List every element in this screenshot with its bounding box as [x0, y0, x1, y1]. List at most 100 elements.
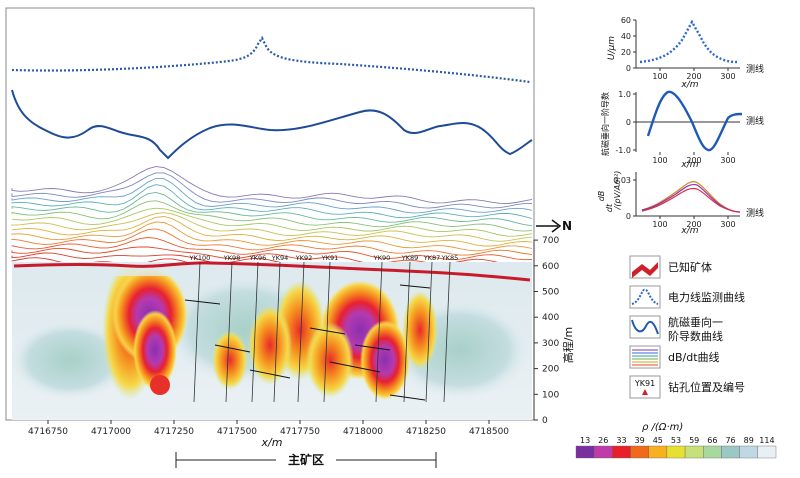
inset-u-y-ticks: 0 20 40 60: [621, 16, 636, 73]
db-dt-line: [11, 172, 533, 209]
drillhole-label: YK89: [401, 254, 419, 262]
drillhole-label: YK91: [321, 254, 339, 262]
inset-x-tick-label: 100: [652, 156, 667, 165]
power-line-curve: [11, 35, 531, 84]
inset-deriv-line-label: 测线: [746, 115, 764, 127]
x-tick-label: 4717500: [217, 427, 257, 437]
colorbar-tick-label: 26: [598, 436, 608, 445]
inset-y-tick-label: 0: [626, 118, 631, 127]
drillhole-trace: [403, 261, 411, 403]
db-dt-line: [11, 216, 533, 247]
inset-x-tick-label: 200: [686, 156, 701, 165]
legend-label-orebody: 已知矿体: [668, 260, 712, 274]
inset-db-x-ticks: 100 200 300: [652, 216, 736, 229]
db-dt-line: [11, 177, 533, 214]
inset-x-tick-label: 300: [720, 156, 735, 165]
colorbar-swatch: [630, 445, 649, 459]
legend-label-dbdt: dB/dt曲线: [668, 350, 720, 364]
elev-tick-label: 400: [542, 313, 559, 323]
colorbar-swatch: [757, 445, 777, 459]
x-tick-label: 4717250: [154, 427, 194, 437]
drillhole-icon-text: YK91: [634, 379, 655, 388]
colorbar-tick-label: 66: [707, 436, 717, 445]
drillhole-trace: [443, 261, 451, 403]
x-tick-label: 4717000: [91, 427, 131, 437]
inset-y-tick-label: 60: [621, 16, 631, 25]
elev-tick-label: 700: [542, 236, 559, 246]
db-dt-line: [11, 200, 533, 232]
colorbar-tick-label: 76: [725, 436, 735, 445]
colorbar: [575, 445, 777, 459]
db-dt-line: [11, 166, 533, 204]
colorbar-tick-label: 33: [616, 436, 626, 445]
db-dt-line: [11, 184, 533, 219]
inset-x-tick-label: 100: [652, 72, 667, 81]
inset-y-tick-label: 20: [621, 48, 631, 57]
inset-db-line-label: 测线: [746, 207, 764, 219]
colorbar-swatch: [721, 445, 740, 459]
inset-db-ylabel-a: dB: [597, 191, 606, 202]
drillhole-trace: [193, 261, 201, 403]
inset-y-tick-label: 40: [621, 32, 631, 41]
inset-deriv-x-ticks: 100 200 300: [652, 152, 736, 165]
x-axis-ticks: 4716750 4717000 4717250 4717500 4717750 47180…: [28, 420, 509, 437]
drillhole-trace: [273, 261, 281, 403]
inset-deriv-chart: [635, 90, 743, 152]
db-dt-line: [11, 212, 533, 242]
inset-y-tick-label: -1.0: [615, 146, 631, 155]
elev-tick-label: 0: [542, 416, 548, 426]
drillhole-label: YK98: [223, 254, 241, 262]
drillhole-label: YK96: [249, 254, 267, 262]
orebody-segments: [184, 284, 431, 401]
main-area-label: 主矿区: [288, 452, 324, 467]
north-arrow: [536, 219, 562, 233]
inset-u-chart: [635, 19, 740, 69]
resistivity-anomalies: [10, 260, 532, 400]
inset-x-tick-label: 300: [720, 220, 735, 229]
inset-x-tick-label: 300: [720, 72, 735, 81]
colorbar-swatch: [684, 445, 704, 459]
x-tick-label: 4718250: [406, 427, 446, 437]
colorbar-tick-label: 13: [580, 436, 590, 445]
legend-label-deriv-2: 阶导数曲线: [668, 329, 723, 343]
inset-u-x-ticks: 100 200 300: [652, 68, 736, 81]
inset-db-ylabel-b: dt: [605, 203, 614, 212]
colorbar-tick-label: 53: [671, 436, 681, 445]
drillhole-trace: [225, 261, 233, 403]
known-orebody-line: [13, 261, 531, 282]
inset-x-tick-label: 200: [686, 220, 701, 229]
colorbar-ticks: 13 26 33 39 45 53 59 66 76 89 114: [580, 436, 775, 445]
drillhole-label: YK87: [423, 254, 441, 262]
colorbar-swatch: [739, 445, 759, 459]
dotted-curve-icon: [629, 285, 661, 309]
drillhole-label: YK90: [373, 254, 391, 262]
inset-x-tick-label: 100: [652, 220, 667, 229]
x-tick-label: 4716750: [28, 427, 68, 437]
x-tick-label: 4718500: [469, 427, 509, 437]
main-area-bracket: [175, 452, 437, 468]
inset-x-tick-label: 200: [686, 72, 701, 81]
elev-tick-label: 500: [542, 288, 559, 298]
legend-label-power: 电力线监测曲线: [668, 290, 745, 304]
drillhole-label: YK92: [295, 254, 313, 262]
colorbar-tick-label: 45: [653, 436, 663, 445]
inset-deriv-y-ticks: 1.0 0 -1.0: [615, 90, 636, 155]
elevation-axis-label: 高程/m: [561, 327, 575, 363]
inset-deriv-xlabel: x/m: [680, 160, 698, 170]
db-dt-line: [11, 191, 533, 227]
drillhole-trace: [375, 261, 383, 403]
colorbar-swatch: [703, 445, 722, 459]
x-tick-label: 4717750: [280, 427, 320, 437]
colorbar-tick-label: 39: [635, 436, 645, 445]
legend-label-deriv-1: 航磁垂向一: [668, 315, 723, 329]
inset-deriv-ylabel: 航磁垂向一阶导数: [600, 92, 610, 156]
x-tick-label: 4718000: [343, 427, 383, 437]
inset-y-tick-label: 0: [626, 212, 631, 221]
db-dt-line: [11, 221, 533, 252]
x-axis-label: x/m: [261, 436, 283, 449]
drillhole-icon: [629, 375, 661, 399]
drillhole-trace: [297, 261, 305, 403]
inset-u-ylabel: U/μm: [607, 36, 617, 60]
elev-tick-label: 100: [542, 390, 559, 400]
